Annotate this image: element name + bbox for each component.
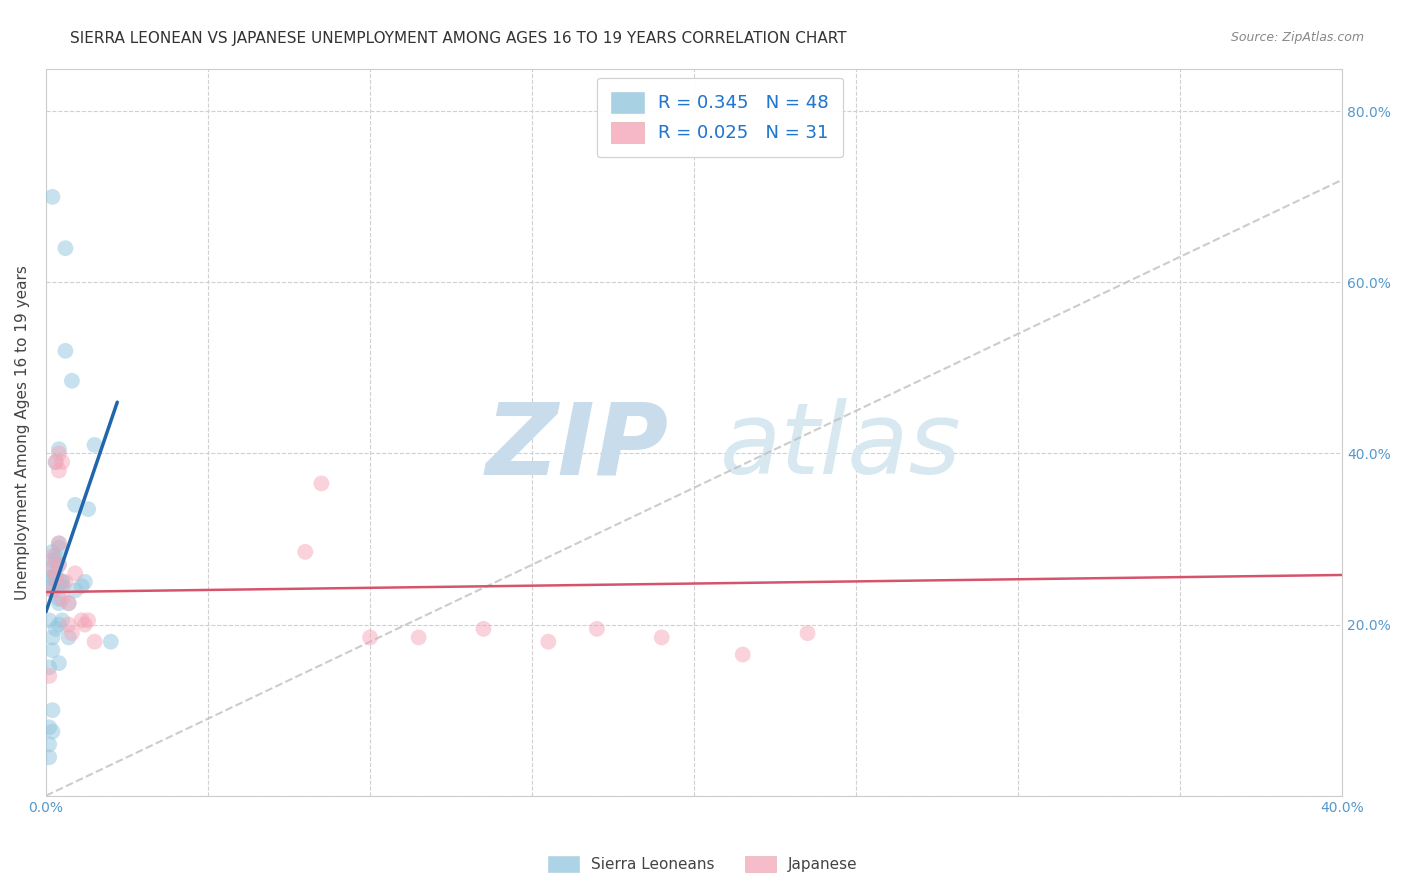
- Point: [48, 541, 70, 555]
- Point: [73, 617, 96, 632]
- Point: [58, 596, 80, 610]
- Point: [41, 562, 63, 576]
- Point: [51, 455, 73, 469]
- Point: [41, 545, 63, 559]
- Text: Source: ZipAtlas.com: Source: ZipAtlas.com: [1230, 31, 1364, 45]
- Point: [51, 574, 73, 589]
- Point: [651, 631, 673, 645]
- Point: [51, 574, 73, 589]
- Point: [41, 703, 63, 717]
- Point: [359, 631, 381, 645]
- Text: atlas: atlas: [720, 398, 962, 495]
- Point: [63, 583, 86, 598]
- Point: [38, 750, 60, 764]
- Point: [63, 498, 86, 512]
- Point: [58, 631, 80, 645]
- Point: [63, 566, 86, 581]
- Point: [58, 596, 80, 610]
- Point: [731, 648, 754, 662]
- Point: [48, 536, 70, 550]
- Point: [38, 669, 60, 683]
- Point: [45, 549, 67, 563]
- Point: [41, 190, 63, 204]
- Point: [48, 446, 70, 460]
- Point: [70, 579, 93, 593]
- Point: [38, 570, 60, 584]
- Text: ZIP: ZIP: [485, 398, 668, 495]
- Point: [38, 562, 60, 576]
- Point: [41, 549, 63, 563]
- Point: [41, 579, 63, 593]
- Point: [48, 656, 70, 670]
- Point: [41, 583, 63, 598]
- Point: [48, 579, 70, 593]
- Point: [48, 442, 70, 457]
- Legend: Sierra Leoneans, Japanese: Sierra Leoneans, Japanese: [541, 848, 865, 880]
- Point: [586, 622, 609, 636]
- Point: [45, 570, 67, 584]
- Point: [45, 455, 67, 469]
- Point: [55, 574, 77, 589]
- Point: [41, 631, 63, 645]
- Point: [38, 613, 60, 627]
- Point: [45, 553, 67, 567]
- Point: [51, 613, 73, 627]
- Point: [83, 438, 105, 452]
- Point: [45, 570, 67, 584]
- Point: [41, 583, 63, 598]
- Point: [55, 343, 77, 358]
- Point: [48, 558, 70, 572]
- Point: [41, 553, 63, 567]
- Point: [41, 724, 63, 739]
- Point: [55, 241, 77, 255]
- Point: [48, 464, 70, 478]
- Text: SIERRA LEONEAN VS JAPANESE UNEMPLOYMENT AMONG AGES 16 TO 19 YEARS CORRELATION CH: SIERRA LEONEAN VS JAPANESE UNEMPLOYMENT …: [70, 31, 846, 46]
- Point: [70, 613, 93, 627]
- Point: [60, 626, 83, 640]
- Point: [77, 613, 100, 627]
- Point: [38, 737, 60, 751]
- Point: [100, 634, 122, 648]
- Point: [48, 591, 70, 606]
- Point: [294, 545, 316, 559]
- Point: [38, 660, 60, 674]
- Point: [48, 558, 70, 572]
- Point: [45, 455, 67, 469]
- Point: [45, 566, 67, 581]
- Y-axis label: Unemployment Among Ages 16 to 19 years: Unemployment Among Ages 16 to 19 years: [15, 265, 30, 599]
- Point: [73, 574, 96, 589]
- Point: [48, 536, 70, 550]
- Point: [311, 476, 333, 491]
- Point: [472, 622, 495, 636]
- Point: [48, 596, 70, 610]
- Point: [48, 617, 70, 632]
- Point: [41, 643, 63, 657]
- Point: [51, 591, 73, 606]
- Point: [537, 634, 560, 648]
- Point: [38, 720, 60, 734]
- Point: [60, 374, 83, 388]
- Point: [796, 626, 818, 640]
- Point: [83, 634, 105, 648]
- Legend: R = 0.345   N = 48, R = 0.025   N = 31: R = 0.345 N = 48, R = 0.025 N = 31: [596, 78, 844, 157]
- Point: [51, 579, 73, 593]
- Point: [58, 617, 80, 632]
- Point: [77, 502, 100, 516]
- Point: [41, 570, 63, 584]
- Point: [45, 622, 67, 636]
- Point: [408, 631, 430, 645]
